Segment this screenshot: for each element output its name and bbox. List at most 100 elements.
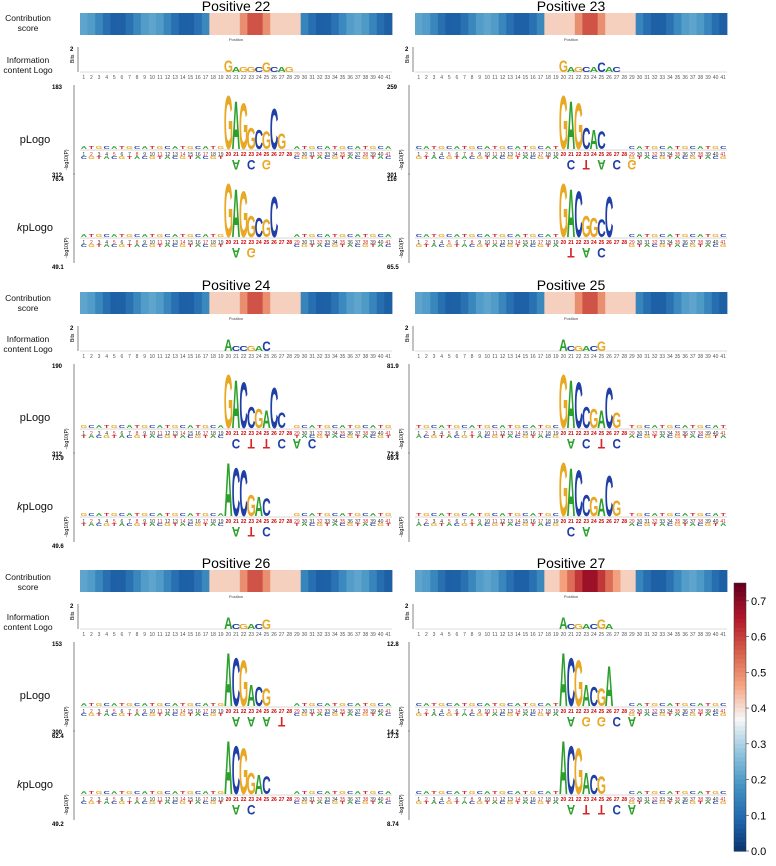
heatmap-cell [422, 292, 431, 314]
heatmap-cell [270, 570, 279, 592]
info-position-tick: 15 [523, 75, 529, 81]
info-position-tick: 1 [417, 354, 420, 360]
plogo-background-letter: G [545, 425, 552, 429]
plogo-position-tick: 16 [530, 709, 536, 715]
heatmap-cell [125, 13, 134, 35]
kplogo-background-letter: T [203, 523, 209, 527]
kplogo-background-letter: C [431, 513, 437, 517]
info-position-tick: 22 [576, 632, 582, 638]
kplogo-background-letter: C [202, 244, 208, 248]
plogo-position-tick: 29 [629, 152, 635, 158]
heatmap-cell [513, 570, 522, 592]
plogo-position-tick: 29 [629, 709, 635, 715]
info-position-tick: 41 [720, 354, 726, 360]
plogo-background-letter: C [81, 713, 87, 717]
heatmap-cell [650, 570, 659, 592]
plogo-position-tick: 33 [325, 709, 331, 715]
plogo-ymax-label: 259 [387, 85, 398, 91]
kplogo-position-tick: 26 [606, 240, 612, 246]
kplogo-position-tick: 7 [128, 797, 131, 803]
heatmap-cell [574, 13, 583, 35]
kplogo-background-letter: A [537, 523, 543, 527]
colorbar-segment [734, 770, 746, 776]
kplogo-position-tick: 19 [218, 519, 224, 525]
plogo-background-letter: T [546, 713, 552, 717]
plogo-background-letter: A [469, 425, 475, 429]
info-logo-letter: C [232, 623, 241, 631]
heatmap-cell [491, 13, 500, 35]
kplogo-background-letter: C [652, 801, 658, 805]
kplogo-position-tick: 38 [698, 240, 704, 246]
plogo-position-tick: 26 [606, 152, 612, 158]
kplogo-position-tick: 14 [180, 240, 186, 246]
kplogo-background-letter: A [172, 791, 178, 795]
plogo-background-letter: T [698, 713, 704, 717]
kplogo-background-letter: T [218, 244, 224, 248]
plogo-main-letter: A [262, 406, 270, 434]
plogo-position-tick: 20 [226, 709, 232, 715]
kplogo-position-tick: 26 [271, 797, 277, 803]
plogo-background-letter: T [462, 146, 468, 150]
plogo-position-tick: 17 [203, 431, 209, 437]
info-position-tick: 17 [538, 632, 544, 638]
kplogo-background-letter: T [89, 791, 95, 795]
info-position-tick: 13 [172, 354, 178, 360]
info-position-tick: 6 [120, 354, 123, 360]
info-logo-letter: A [605, 66, 614, 74]
plogo-position-tick: 34 [332, 709, 338, 715]
plogo-background-letter: C [515, 435, 521, 439]
kplogo-background-letter: G [217, 234, 224, 238]
kplogo-background-letter: T [104, 513, 110, 517]
plogo-position-tick: 8 [136, 152, 139, 158]
kplogo-position-tick: 3 [98, 519, 101, 525]
plogo-position-tick: 35 [675, 152, 681, 158]
plogo-position-tick: 4 [105, 709, 108, 715]
colorbar-segment [734, 739, 746, 745]
plogo-background-letter: T [492, 703, 498, 707]
kplogo-below-letter: A [232, 245, 240, 261]
colorbar-segment [734, 632, 746, 638]
info-position-tick: 17 [203, 75, 209, 81]
plogo-position-tick: 35 [675, 431, 681, 437]
plogo-background-letter: T [454, 713, 460, 717]
plogo-background-letter: A [690, 435, 696, 439]
kplogo-position-tick: 38 [698, 519, 704, 525]
plogo-position-tick: 11 [157, 431, 162, 437]
plogo-position-tick: 37 [690, 431, 696, 437]
kplogo-background-letter: A [96, 513, 102, 517]
kplogo-position-tick: 39 [370, 797, 376, 803]
heatmap-cell [133, 13, 142, 35]
kplogo-background-letter: G [187, 791, 194, 795]
plogo-background-letter: T [652, 435, 658, 439]
info-position-tick: 10 [150, 632, 156, 638]
colorbar-segment [734, 828, 746, 834]
plogo-position-tick: 23 [248, 152, 254, 158]
plogo-background-letter: G [134, 435, 141, 439]
info-logo-letter: G [597, 338, 606, 354]
plogo-background-letter: T [553, 703, 559, 707]
plogo-position-tick: 37 [355, 431, 361, 437]
plogo-background-letter: G [682, 703, 689, 707]
info-position-tick: 4 [105, 354, 108, 360]
kplogo-background-letter: G [705, 523, 712, 527]
kplogo-background-letter: T [355, 523, 361, 527]
plogo-position-tick: 30 [302, 709, 308, 715]
kplogo-position-tick: 19 [553, 797, 559, 803]
colorbar-tick-label: 0.3 [751, 739, 766, 751]
info-position-tick: 11 [492, 75, 497, 81]
label-kplogo-rest: pLogo [22, 222, 54, 234]
kplogo-main-letter: C [605, 463, 613, 528]
plogo-position-tick: 40 [713, 152, 719, 158]
info-position-tick: 20 [561, 354, 567, 360]
heatmap-cell [331, 292, 340, 314]
kplogo-background-letter: T [485, 801, 491, 805]
kplogo-ymax-label: 14.2 [387, 730, 399, 736]
kplogo-background-letter: T [218, 801, 224, 805]
heatmap-cell [376, 292, 385, 314]
kplogo-position-tick: 36 [347, 240, 353, 246]
info-position-tick: 25 [264, 75, 270, 81]
info-logo-letter: A [605, 623, 614, 631]
kplogo-background-letter: C [332, 513, 338, 517]
heatmap-cell [293, 570, 302, 592]
kplogo-main-letter: G [589, 493, 598, 523]
